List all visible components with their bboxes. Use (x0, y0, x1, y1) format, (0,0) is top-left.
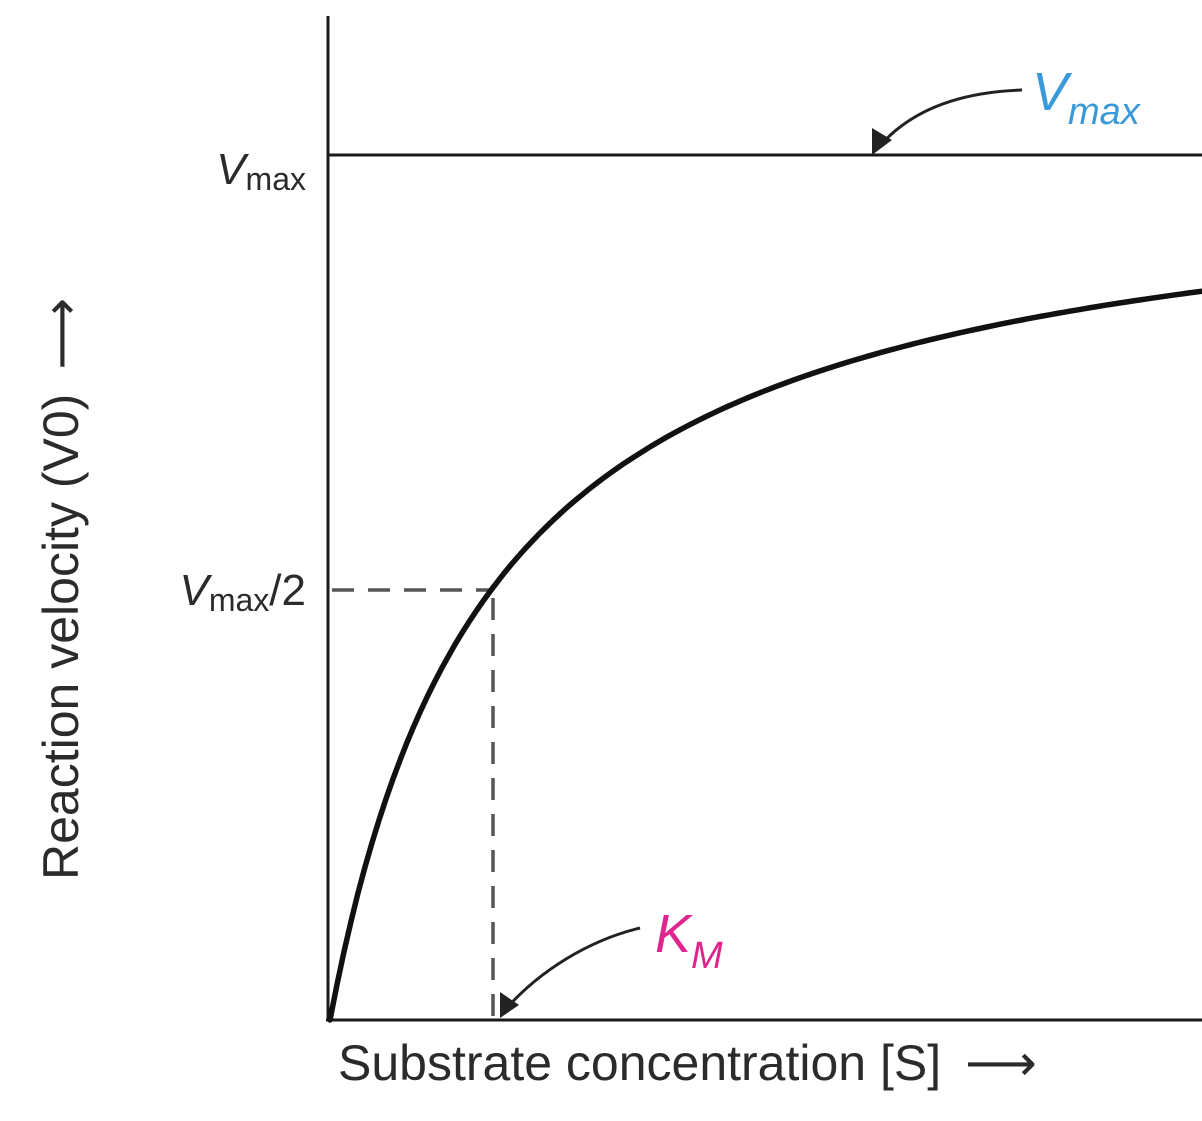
ytick-half-vmax-main: V (179, 566, 212, 615)
ytick-vmax-main: V (216, 145, 249, 194)
y-axis-label: Reaction velocity (V0) ⟶ (32, 298, 90, 880)
y-axis-label-text: Reaction velocity (V0) (33, 394, 89, 880)
vmax-annotation-main: V (1032, 62, 1073, 122)
ytick-vmax-sub: max (246, 161, 306, 197)
km-annotation: KM (655, 904, 723, 977)
x-axis-arrow: ⟶ (965, 1034, 1037, 1092)
km-annotation-sub: M (691, 935, 723, 977)
ytick-vmax: Vmax (216, 145, 306, 197)
km-annotation-main: K (655, 904, 693, 964)
vmax-pointer-arrowhead (872, 128, 892, 155)
vmax-annotation: Vmax (1032, 62, 1142, 133)
vmax-annotation-sub: max (1068, 91, 1142, 133)
ytick-half-vmax-sub: max (209, 582, 269, 618)
km-pointer-arrow (503, 926, 641, 1011)
x-axis-label-text: Substrate concentration [S] (338, 1035, 941, 1091)
vmax-pointer-arrow (876, 88, 1023, 149)
rate-curve (327, 288, 1202, 1023)
y-axis-arrow: ⟶ (32, 298, 90, 370)
km-pointer-arrowhead (500, 992, 519, 1018)
ytick-half-vmax-rest: /2 (269, 566, 306, 615)
x-axis-label: Substrate concentration [S] ⟶ (338, 1034, 1037, 1092)
ytick-half-vmax: Vmax/2 (179, 566, 306, 618)
